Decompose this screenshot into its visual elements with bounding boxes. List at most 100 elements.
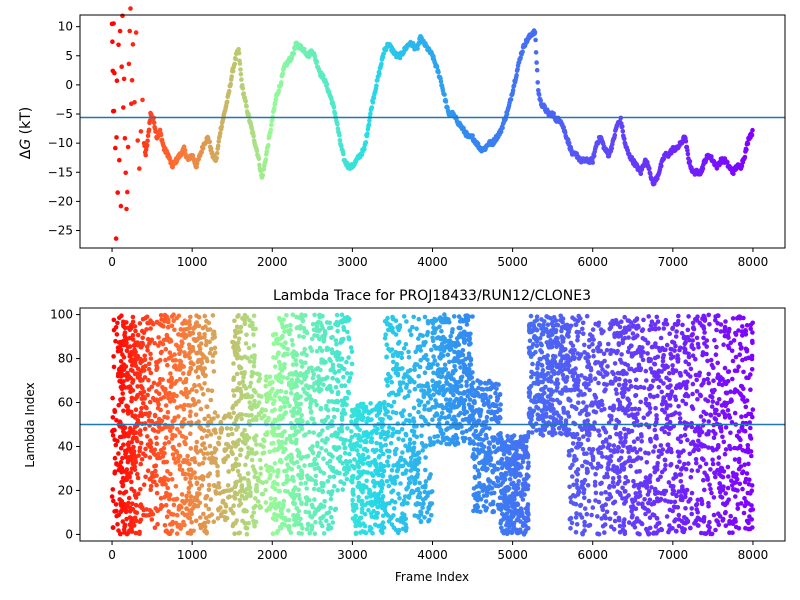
lambda-point (127, 515, 133, 520)
lambda-point (354, 505, 359, 511)
lambda-point (336, 445, 342, 450)
lambda-point (335, 399, 341, 405)
lambda-point (442, 339, 448, 345)
lambda-point (124, 467, 130, 472)
lambda-point (187, 413, 193, 419)
lambda-point (362, 409, 367, 414)
delta-g-point (331, 104, 337, 110)
lambda-point (215, 463, 220, 469)
delta-g-point (122, 136, 128, 141)
lambda-point (416, 383, 421, 389)
lambda-point (130, 413, 135, 419)
lambda-point (430, 361, 436, 367)
lambda-point (217, 435, 222, 441)
lambda-point (414, 502, 419, 507)
lambda-point (229, 431, 235, 437)
delta-g-point (341, 151, 346, 157)
lambda-point (480, 460, 486, 466)
lambda-point (168, 471, 173, 477)
lambda-point (406, 495, 412, 500)
lambda-point (268, 496, 274, 501)
lambda-point (202, 381, 207, 386)
lambda-point (313, 510, 318, 515)
lambda-point (444, 317, 449, 323)
lambda-point (240, 518, 245, 524)
lambda-point (256, 411, 262, 417)
lambda-point (429, 512, 434, 518)
lambda-point (254, 416, 259, 422)
lambda-point (263, 383, 269, 389)
lambda-point (355, 404, 361, 409)
lambda-point (194, 320, 200, 325)
lambda-point (394, 468, 400, 474)
lambda-point (160, 377, 165, 382)
lambda-point (199, 386, 204, 391)
lambda-point (272, 461, 278, 466)
lambda-point (371, 508, 377, 514)
lambda-point (438, 351, 444, 357)
lambda-point (143, 363, 148, 369)
delta-g-point (500, 125, 505, 131)
lambda-point (135, 353, 141, 359)
lambda-point (228, 445, 234, 450)
lambda-point (234, 371, 240, 377)
lambda-point (304, 397, 309, 402)
lambda-point (253, 433, 259, 439)
lambda-point (147, 455, 153, 460)
lambda-point (425, 381, 430, 386)
lambda-point (413, 461, 419, 466)
lambda-point (430, 404, 435, 410)
lambda-point (413, 362, 418, 367)
lambda-point (169, 323, 175, 329)
lambda-point (279, 433, 285, 439)
lambda-point (345, 426, 350, 431)
lambda-point (296, 487, 301, 493)
lambda-point (177, 376, 183, 382)
delta-g-y-tick-label: −10 (48, 136, 73, 150)
lambda-point (369, 503, 375, 508)
lambda-point (133, 430, 139, 436)
lambda-point (430, 321, 436, 326)
lambda-point (326, 489, 331, 495)
lambda-point (284, 313, 289, 318)
lambda-point (172, 352, 177, 357)
lambda-point (233, 463, 238, 469)
lambda-point (305, 521, 311, 527)
lambda-point (465, 393, 471, 399)
lambda-point (155, 359, 161, 364)
lambda-point (384, 354, 389, 360)
delta-g-point (207, 139, 212, 145)
lambda-point (450, 417, 455, 422)
lambda-point (448, 406, 454, 411)
lambda-point (126, 440, 132, 446)
lambda-point (129, 398, 134, 404)
lambda-point (432, 413, 438, 419)
delta-g-point (534, 67, 540, 73)
delta-g-point (135, 138, 140, 143)
lambda-point (147, 410, 152, 416)
lambda-point (479, 443, 485, 448)
lambda-point (287, 403, 292, 409)
lambda-point (231, 388, 236, 393)
lambda-point (358, 530, 363, 535)
lambda-point (112, 509, 117, 514)
lambda-point (117, 315, 122, 321)
lambda-point (355, 461, 361, 467)
lambda-point (188, 446, 194, 451)
delta-g-x-tick-label: 6000 (577, 255, 608, 269)
lambda-point (370, 531, 375, 536)
lambda-point (432, 316, 437, 322)
lambda-point (335, 407, 340, 413)
lambda-point (312, 457, 317, 463)
lambda-point (156, 416, 162, 422)
lambda-point (126, 432, 131, 438)
lambda-point (119, 465, 125, 471)
lambda-point (447, 441, 452, 447)
lambda-point (385, 459, 390, 464)
lambda-point (194, 493, 200, 499)
lambda-point (303, 432, 308, 437)
lambda-point (309, 448, 315, 453)
lambda-point (369, 526, 374, 531)
delta-g-point (268, 127, 274, 133)
lambda-point (458, 375, 464, 381)
